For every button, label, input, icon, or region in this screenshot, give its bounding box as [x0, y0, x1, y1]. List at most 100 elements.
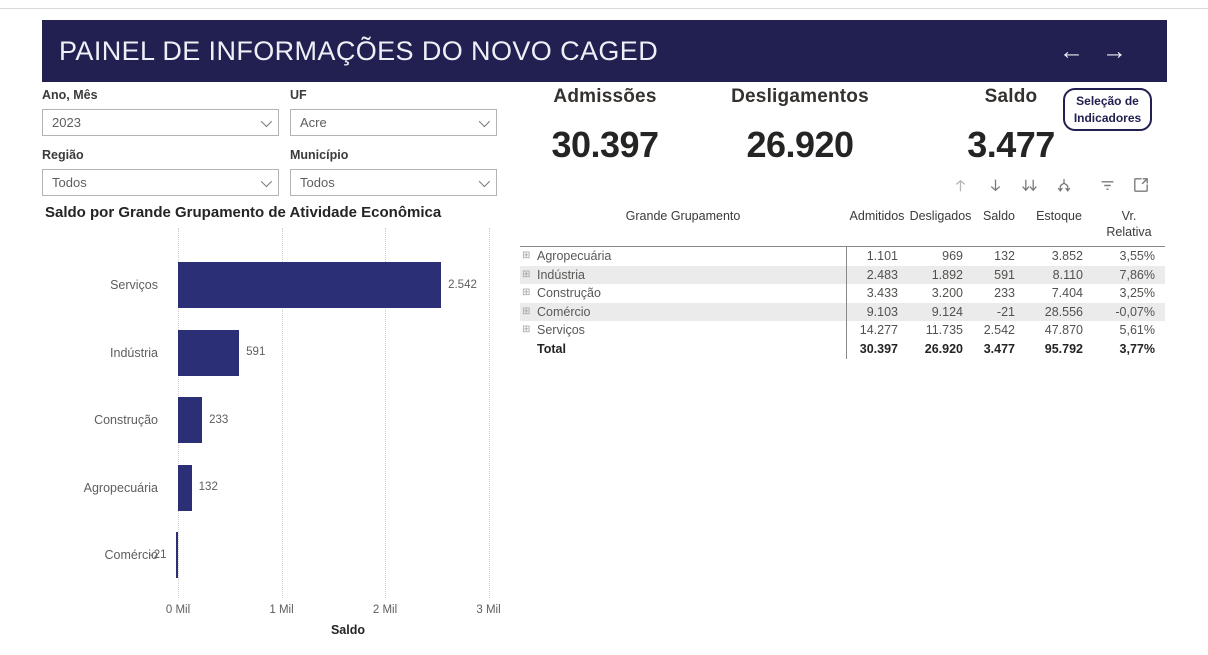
kpi-saldo: Saldo 3.477	[911, 86, 1111, 166]
filter-ano-mes: Ano, Mês 2023	[42, 88, 279, 136]
kpi-desligamentos: Desligamentos 26.920	[700, 86, 900, 166]
x-axis-tick: 1 Mil	[269, 604, 294, 616]
expand-row-icon[interactable]: ⊞	[522, 287, 531, 299]
cell-estoque: 28.556	[1044, 304, 1083, 319]
filter-regiao: Região Todos	[42, 148, 279, 196]
table-row-agropecuaria[interactable]: ⊞ Agropecuária 1.101 969 132 3.852 3,55%	[520, 247, 1165, 266]
cell-vr-relativa: 5,61%	[1119, 323, 1155, 338]
cell-admitidos: 3.433	[866, 286, 898, 301]
kpi-label: Desligamentos	[731, 86, 869, 107]
x-axis-tick: 3 Mil	[476, 604, 501, 616]
bar-chart: Saldo por Grande Grupamento de Atividade…	[40, 198, 508, 648]
chart-gridline	[281, 228, 283, 598]
x-axis-tick: 2 Mil	[372, 604, 398, 616]
filter-selected-value: 2023	[52, 115, 81, 130]
page-title: PAINEL DE INFORMAÇÕES DO NOVO CAGED	[59, 35, 659, 66]
cell-saldo: 2.542	[983, 323, 1015, 338]
table-row-construcao[interactable]: ⊞ Construção 3.433 3.200 233 7.404 3,25%	[520, 284, 1165, 303]
row-header: ⊞ Indústria	[520, 268, 846, 282]
drill-up-icon[interactable]	[950, 174, 972, 196]
expand-row-icon[interactable]: ⊞	[522, 305, 531, 317]
table-row-total[interactable]: Total 30.397 26.920 3.477 95.792 3,77%	[520, 340, 1165, 359]
cell-desligados: 26.920	[924, 341, 963, 356]
go-to-next-level-icon[interactable]	[1019, 174, 1041, 196]
kpi-value: 26.920	[746, 124, 854, 165]
category-label: Agropecuária	[83, 480, 158, 495]
cell-saldo: 591	[994, 267, 1015, 282]
bar-agropecuaria[interactable]	[178, 464, 192, 511]
indicator-selection-label-line1: Seleção de	[1076, 94, 1139, 109]
cell-vr-relativa: 7,86%	[1119, 267, 1155, 282]
column-header-grande-grupamento[interactable]: Grande Grupamento	[625, 209, 741, 223]
cell-saldo: 132	[994, 249, 1015, 264]
column-header-desligados[interactable]: Desligados	[909, 209, 972, 223]
cell-desligados: 969	[942, 249, 963, 264]
drill-down-icon[interactable]	[985, 174, 1007, 196]
cell-saldo: -21	[996, 304, 1015, 319]
focus-mode-icon[interactable]	[1131, 174, 1153, 196]
page-navigation: ← →	[1059, 20, 1127, 82]
expand-row-icon[interactable]: ⊞	[522, 268, 531, 280]
column-header-estoque[interactable]: Estoque	[1036, 209, 1082, 223]
filter-dropdown-ano-mes[interactable]: 2023	[42, 109, 279, 136]
kpi-label: Saldo	[984, 86, 1038, 107]
cell-vr-relativa: 3,25%	[1119, 286, 1155, 301]
back-arrow-icon[interactable]: ←	[1059, 36, 1084, 65]
cell-vr-relativa: -0,07%	[1115, 304, 1155, 319]
cell-admitidos: 30.397	[859, 341, 898, 356]
matrix-toolbar	[950, 174, 1165, 196]
cell-desligados: 3.200	[931, 286, 963, 301]
filter-icon[interactable]	[1097, 174, 1119, 196]
forward-arrow-icon[interactable]: →	[1102, 36, 1127, 65]
filter-dropdown-uf[interactable]: Acre	[290, 109, 497, 136]
chevron-down-icon	[478, 175, 491, 187]
filter-municipio: Município Todos	[290, 148, 497, 196]
row-label: Comércio	[537, 304, 591, 319]
column-header-vr-relativa[interactable]: Vr. Relativa	[1106, 209, 1152, 239]
data-label: 591	[246, 346, 266, 358]
bar-servicos[interactable]	[178, 262, 442, 308]
table-row-industria[interactable]: ⊞ Indústria 2.483 1.892 591 8.110 7,86%	[520, 265, 1165, 284]
chart-title: Saldo por Grande Grupamento de Atividade…	[45, 204, 442, 221]
bar-construcao[interactable]	[178, 397, 203, 443]
table-row-comercio[interactable]: ⊞ Comércio 9.103 9.124 -21 28.556 -0,07%	[520, 302, 1165, 321]
filter-label: Região	[42, 148, 84, 162]
filter-dropdown-regiao[interactable]: Todos	[42, 169, 279, 196]
expand-row-icon[interactable]: ⊞	[522, 324, 531, 336]
column-header-saldo[interactable]: Saldo	[983, 209, 1015, 223]
row-header: ⊞ Agropecuária	[520, 249, 846, 263]
cell-saldo: 233	[994, 286, 1015, 301]
filter-label: Município	[290, 148, 349, 162]
matrix-table: Grande Grupamento Admitidos Desligados Sald…	[520, 205, 1165, 359]
expand-all-icon[interactable]	[1054, 174, 1076, 196]
chart-gridline	[488, 228, 490, 598]
bar-comercio[interactable]	[175, 532, 178, 578]
category-label: Serviços	[110, 278, 158, 292]
category-label: Indústria	[110, 345, 158, 360]
filter-label: UF	[290, 88, 307, 102]
expand-row-icon[interactable]: ⊞	[522, 250, 531, 262]
report-header: PAINEL DE INFORMAÇÕES DO NOVO CAGED ← →	[42, 20, 1167, 82]
cell-vr-relativa: 3,55%	[1119, 249, 1155, 264]
cell-desligados: 1.892	[931, 267, 963, 282]
data-label: 2.542	[448, 278, 477, 291]
indicator-selection-button[interactable]: Seleção de Indicadores	[1063, 88, 1152, 131]
row-label: Indústria	[537, 267, 585, 282]
cell-saldo: 3.477	[983, 341, 1015, 356]
cell-estoque: 95.792	[1044, 341, 1083, 356]
filter-selected-value: Todos	[300, 175, 335, 190]
column-header-admitidos[interactable]: Admitidos	[849, 209, 905, 223]
filter-dropdown-municipio[interactable]: Todos	[290, 169, 497, 196]
row-header: Total	[520, 342, 846, 356]
row-header: ⊞ Serviços	[520, 323, 846, 337]
cell-estoque: 7.404	[1051, 286, 1083, 301]
cell-admitidos: 1.101	[866, 249, 898, 264]
filter-selected-value: Acre	[300, 115, 327, 130]
chevron-down-icon	[478, 115, 491, 127]
bar-industria[interactable]	[178, 329, 240, 376]
chart-gridline	[385, 228, 386, 598]
chevron-down-icon	[260, 175, 273, 187]
cell-estoque: 8.110	[1052, 267, 1083, 282]
table-row-servicos[interactable]: ⊞ Serviços 14.277 11.735 2.542 47.870 5,61%	[520, 321, 1165, 340]
